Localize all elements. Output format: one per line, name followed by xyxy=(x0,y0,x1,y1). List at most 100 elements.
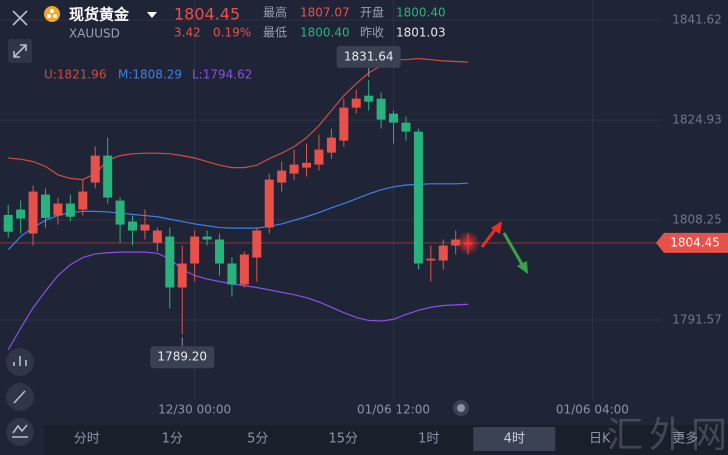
symbol-icon-dot xyxy=(53,14,57,18)
last-price: 1804.45 xyxy=(174,5,240,24)
candle-body xyxy=(103,155,113,198)
candle-body xyxy=(438,245,448,261)
symbol-name[interactable]: 现货黄金 xyxy=(69,6,130,24)
price-change: 3.42 xyxy=(174,26,201,40)
candle-body xyxy=(277,170,287,183)
stat-value: 1800.40 xyxy=(396,6,446,20)
up-arrow-head xyxy=(491,221,502,234)
candle-body xyxy=(128,221,138,231)
tab[interactable]: 4时 xyxy=(504,432,525,447)
candle-body xyxy=(302,162,312,168)
price-glow xyxy=(456,231,480,255)
plot: 1804.45 U:1821.96 M:1808.29 L:1794.62 1831.6… xyxy=(0,45,728,369)
y-tick-label: 1791.57 xyxy=(672,313,722,327)
candle-body xyxy=(202,236,212,240)
tab-bar xyxy=(44,425,728,455)
tab[interactable]: 15分 xyxy=(328,432,358,447)
stat-value: 1801.03 xyxy=(396,26,446,40)
annotation-label: 1789.20 xyxy=(157,350,207,364)
candle-body xyxy=(53,203,63,216)
indicator-icon xyxy=(13,356,27,366)
stat-label: 最高 xyxy=(263,5,287,20)
candle-body xyxy=(90,155,100,183)
x-tick-label: 01/06 04:00 xyxy=(556,403,629,417)
tab[interactable]: 日K xyxy=(589,432,611,447)
candle-body xyxy=(65,203,75,217)
symbol-icon-dot xyxy=(47,14,51,18)
y-tick-label: 1841.62 xyxy=(672,13,722,27)
candle-body xyxy=(264,179,274,228)
header: 现货黄金 XAUUSD 1804.45 3.42 0.19% 最高 1807.0… xyxy=(44,5,446,41)
candle-body xyxy=(426,258,436,261)
candle-body xyxy=(289,164,299,174)
candle-body xyxy=(215,239,225,264)
down-arrow xyxy=(502,232,525,267)
y-tick-label: 1808.25 xyxy=(672,213,722,227)
candle-body xyxy=(177,263,187,288)
symbol-code: XAUUSD xyxy=(69,27,120,41)
candle-body xyxy=(239,254,249,285)
x-tick-label: 01/06 12:00 xyxy=(357,403,430,417)
legend-entry: U:1821.96 xyxy=(44,68,106,82)
candle-body xyxy=(41,194,51,218)
y-tick-label: 1824.93 xyxy=(672,113,722,127)
candle-body xyxy=(140,224,150,231)
down-arrow-head xyxy=(517,261,528,274)
annotation-box xyxy=(336,45,401,68)
candle-body xyxy=(16,209,26,219)
candle-body xyxy=(389,113,399,123)
close-button[interactable] xyxy=(12,10,28,26)
candle-body xyxy=(376,98,386,120)
legend-entry: M:1808.29 xyxy=(118,68,182,82)
candle-body xyxy=(314,149,324,165)
toolbar xyxy=(6,10,34,446)
candle-body xyxy=(252,230,262,258)
chart-type-icon xyxy=(12,424,28,438)
candle-body xyxy=(28,191,38,234)
annotation-label: 1831.64 xyxy=(344,49,394,63)
candle-body xyxy=(413,131,423,264)
stat-value: 1807.07 xyxy=(300,6,350,20)
price-change-pct: 0.19% xyxy=(213,26,251,40)
tab[interactable]: 1分 xyxy=(162,432,183,447)
last-price-tag xyxy=(656,232,728,253)
candle-body xyxy=(152,230,162,243)
candle-body xyxy=(78,191,88,210)
fullscreen-icon xyxy=(13,44,27,58)
chart-type-button[interactable] xyxy=(6,418,34,446)
band-line xyxy=(7,182,469,251)
candle-body xyxy=(351,98,361,108)
candle-body xyxy=(115,200,125,225)
stat-value: 1800.40 xyxy=(300,26,350,40)
candle-body xyxy=(451,239,461,246)
stat-label: 最低 xyxy=(263,26,287,40)
tab[interactable]: 1时 xyxy=(418,432,439,447)
candle-body xyxy=(364,95,374,102)
candle-body xyxy=(165,236,175,288)
last-price-tag-label: 1804.45 xyxy=(670,235,720,249)
tab-selected xyxy=(473,427,556,451)
draw-icon xyxy=(13,390,26,404)
legend-entry: L:1794.62 xyxy=(192,68,252,82)
watermark: 汇外网 xyxy=(607,415,728,455)
candle-body xyxy=(190,236,200,264)
symbol-dropdown[interactable] xyxy=(147,12,157,18)
x-tick-label: 12/30 00:00 xyxy=(158,403,231,417)
candle-body xyxy=(227,263,237,285)
annotation-box xyxy=(150,346,215,369)
candle-body xyxy=(339,107,349,141)
symbol-icon xyxy=(44,6,60,22)
tab[interactable]: 分时 xyxy=(74,432,100,447)
stat-label: 开盘 xyxy=(360,5,384,20)
candle-body xyxy=(3,214,13,232)
candle-body xyxy=(401,122,411,132)
tab[interactable]: 5分 xyxy=(247,432,268,447)
band-line xyxy=(7,251,469,351)
scroll-button-dot xyxy=(457,404,465,412)
symbol-icon-dot xyxy=(50,9,54,13)
stat-label: 昨收 xyxy=(360,26,384,40)
tab[interactable]: 更多 xyxy=(672,431,698,447)
candle-body xyxy=(326,137,336,153)
